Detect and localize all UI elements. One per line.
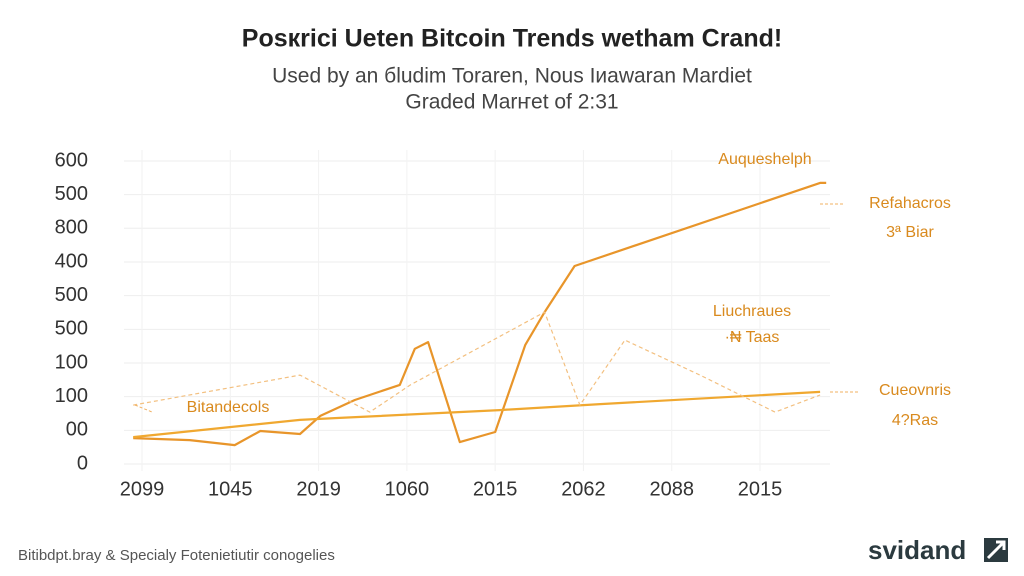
x-tick-label: 2099 [120,478,165,500]
y-tick-label: 500 [55,284,88,306]
x-tick-label: 2015 [738,478,783,500]
y-tick-label: 400 [55,250,88,272]
y-tick-label: 0 [77,452,88,474]
x-tick-label: 2088 [649,478,694,500]
annotation: Auqueshelph [718,151,811,168]
x-tick-label: 2062 [561,478,606,500]
annotation: Cueovnris [879,382,951,399]
logo-text: svidand [868,535,966,565]
subtitle: Graded Marҥet of 2:31 [405,91,618,114]
annotation: ·₦ Taas [725,329,780,346]
data-line [133,181,827,447]
y-tick-label: 100 [55,385,88,407]
x-tick-label: 1045 [208,478,253,500]
annotation: 3ª Biar [886,224,934,241]
x-tick-label: 2019 [296,478,341,500]
x-tick-label: 2015 [473,478,518,500]
footer-text: Bitibdpt.bray & Specialy Fotenietiutir c… [18,547,335,564]
y-tick-label: 500 [55,318,88,340]
y-tick-label: 00 [66,419,88,441]
annotation: Refahacros [869,195,951,212]
annotation: Liuchraues [713,303,791,320]
y-tick-label: 100 [55,351,88,373]
x-tick-label: 1060 [385,478,430,500]
y-tick-label: 500 [55,183,88,205]
y-tick-label: 600 [55,149,88,171]
annotation: 4?Ras [892,412,938,429]
annotation-pointer [134,404,153,413]
annotation: Bitandecols [187,399,270,416]
logo-arrow [986,540,1006,560]
data-line [133,311,821,413]
chart-title: Posкrici Ueten Bitcoin Trends wetham Cra… [242,25,782,53]
y-tick-label: 800 [55,217,88,239]
data-line [133,390,821,439]
subtitle: Used by an бludim Toraren, Nous Iиawaran… [272,65,752,88]
